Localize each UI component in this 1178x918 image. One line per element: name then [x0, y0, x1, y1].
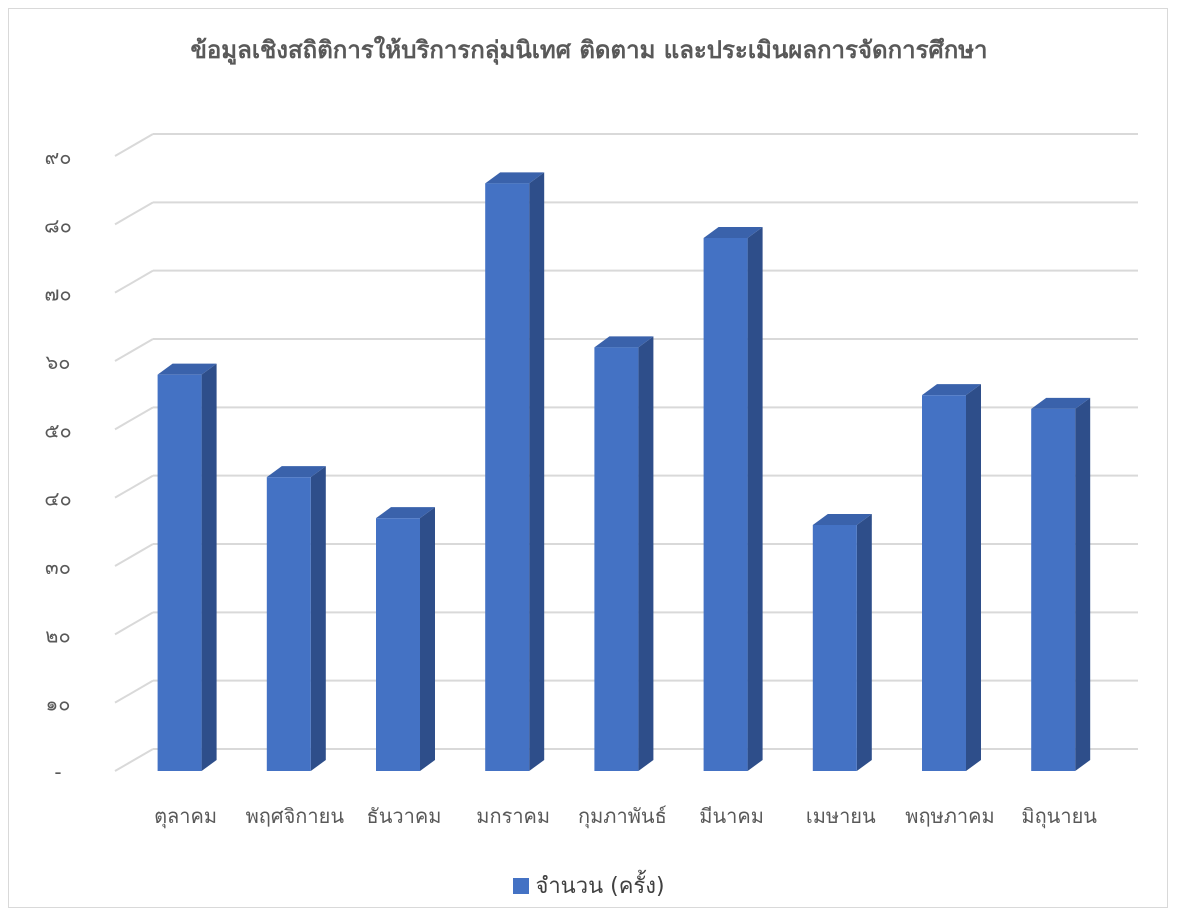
bar-top-7	[922, 384, 981, 396]
bar-5	[703, 238, 748, 771]
gridline-side-3	[114, 543, 154, 567]
bar-top-8	[1031, 397, 1091, 409]
bar-top-3	[485, 172, 545, 184]
x-tick-label-1: พฤศจิกายน	[246, 804, 345, 828]
bar-top-4	[594, 336, 654, 348]
y-tick-label-2: ๒๐	[45, 623, 70, 647]
bar-side-3	[529, 172, 545, 772]
bar-1	[266, 477, 311, 771]
x-tick-label-2: ธันวาคม	[367, 804, 442, 828]
legend: จำนวน (ครั้ง)	[0, 868, 1178, 903]
gridline-side-9	[114, 133, 154, 157]
y-tick-label-1: ๑๐	[46, 692, 71, 716]
bar-side-6	[856, 514, 872, 771]
gridline-side-6	[114, 338, 154, 362]
gridline-side-8	[114, 201, 154, 226]
bar-top-1	[266, 466, 326, 478]
x-tick-label-5: มีนาคม	[699, 804, 764, 828]
gridline-side-0	[114, 748, 154, 772]
bar-side-5	[747, 227, 763, 771]
bar-side-0	[201, 363, 217, 771]
bar-side-2	[420, 507, 435, 771]
bar-top-0	[157, 363, 217, 375]
x-tick-label-0: ตุลาคม	[154, 804, 217, 829]
y-tick-label-9: ๙๐	[45, 145, 72, 169]
bar-3	[485, 183, 530, 772]
bar-4	[594, 347, 639, 771]
bar-side-7	[966, 384, 981, 771]
gridline-side-5	[114, 406, 154, 431]
legend-label: จำนวน (ครั้ง)	[535, 874, 665, 899]
bar-8	[1031, 408, 1076, 771]
bar-side-1	[310, 466, 326, 771]
y-tick-label-4: ๔๐	[44, 487, 71, 511]
bar-top-5	[703, 227, 763, 238]
bar-6	[812, 525, 857, 771]
bar-7	[922, 395, 966, 771]
y-tick-label-3: ๓๐	[45, 555, 71, 579]
bar-side-8	[1075, 397, 1091, 771]
bar-0	[157, 374, 202, 771]
chart-title: ข้อมูลเชิงสถิติการให้บริการกลุ่มนิเทศ ติ…	[190, 36, 988, 64]
gridline-side-2	[114, 611, 154, 636]
y-tick-label-8: ๘๐	[44, 213, 72, 237]
gridline-side-4	[114, 474, 154, 499]
bar-2	[376, 518, 420, 771]
gridline-side-1	[114, 679, 154, 704]
y-tick-label-6: ๖๐	[46, 350, 71, 374]
bar-top-6	[812, 514, 872, 525]
y-tick-label-5: ๕๐	[44, 418, 71, 442]
y-tick-label-0: -	[54, 760, 61, 784]
legend-swatch	[513, 878, 530, 894]
x-tick-label-8: มิถุนายน	[1021, 804, 1097, 829]
bar-side-4	[638, 336, 654, 771]
x-tick-label-7: พฤษภาคม	[905, 804, 994, 828]
gridline-side-7	[114, 269, 154, 294]
x-tick-label-4: กุมภาพันธ์	[578, 804, 667, 829]
y-tick-label-7: ๗๐	[44, 282, 71, 306]
x-tick-label-6: เมษายน	[806, 804, 876, 828]
x-tick-label-3: มกราคม	[476, 804, 550, 828]
bar-top-2	[376, 507, 435, 519]
